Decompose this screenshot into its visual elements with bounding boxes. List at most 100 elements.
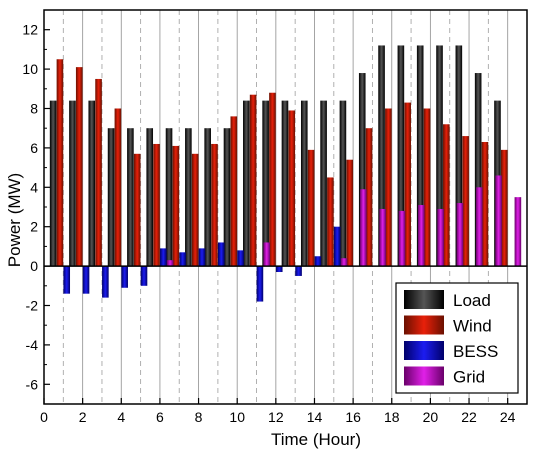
bar-wind	[75, 67, 83, 267]
bar-bess	[102, 266, 109, 298]
bar-grid	[475, 187, 483, 267]
bar-wind	[172, 145, 180, 267]
y-tick-label: -6	[26, 376, 39, 392]
y-tick-label: 4	[30, 179, 38, 195]
bar-wind	[346, 159, 354, 267]
bar-bess	[314, 256, 322, 267]
bar-load	[320, 100, 327, 267]
x-tick-label: 16	[345, 409, 361, 425]
legend-swatch-load	[404, 290, 444, 309]
bar-grid	[166, 260, 174, 267]
bar-load	[455, 45, 463, 267]
x-tick-label: 20	[423, 409, 439, 425]
legend-label-wind: Wind	[453, 317, 492, 336]
bar-load	[223, 128, 231, 267]
bar-wind	[288, 110, 296, 267]
bar-wind	[385, 108, 392, 267]
bar-load	[300, 100, 308, 267]
bar-grid	[398, 210, 406, 267]
bar-grid	[360, 189, 367, 267]
legend-swatch-bess	[404, 341, 444, 360]
bar-wind	[481, 141, 489, 267]
bar-load	[358, 73, 366, 267]
y-tick-label: 6	[30, 140, 38, 156]
y-tick-label: 2	[30, 219, 38, 235]
bar-wind	[365, 128, 373, 267]
bar-bess	[63, 266, 71, 294]
x-tick-label: 24	[500, 409, 516, 425]
x-tick-label: 10	[229, 409, 245, 425]
bar-bess	[179, 252, 186, 267]
x-tick-label: 12	[268, 409, 284, 425]
x-tick-label: 18	[384, 409, 400, 425]
bar-load	[397, 45, 405, 267]
bar-wind	[230, 116, 238, 267]
series-grid	[166, 175, 522, 267]
bar-grid	[495, 175, 502, 267]
bar-bess	[160, 248, 167, 267]
bar-wind	[56, 59, 64, 267]
bar-bess	[295, 266, 302, 276]
bar-grid	[456, 203, 464, 267]
bar-bess	[333, 226, 341, 267]
legend-label-grid: Grid	[453, 368, 485, 387]
bar-grid	[379, 208, 386, 267]
gridlines	[62, 10, 509, 404]
bar-load	[204, 128, 211, 267]
x-tick-label: 6	[156, 409, 164, 425]
legend-swatch-grid	[404, 366, 444, 386]
bar-load	[185, 128, 192, 267]
x-tick-label: 4	[117, 409, 125, 425]
x-axis: 0 2 4 6 8 10 12 14 16 18 20 22 24	[40, 398, 516, 425]
bar-grid	[437, 208, 444, 267]
y-tick-label: 10	[22, 61, 38, 77]
y-tick-label: 0	[30, 258, 38, 274]
bar-load	[127, 128, 134, 267]
bars	[49, 45, 522, 302]
bar-load	[243, 100, 250, 267]
y-tick-label: -4	[26, 337, 39, 353]
bar-grid	[263, 242, 271, 267]
bar-load	[88, 100, 96, 267]
bar-load	[436, 45, 443, 267]
bar-bess	[198, 248, 206, 267]
bar-grid	[340, 258, 348, 267]
bar-bess	[256, 266, 264, 302]
bar-load	[281, 100, 289, 267]
bar-load	[416, 45, 424, 267]
bar-load	[146, 128, 154, 267]
series-bess	[63, 226, 341, 302]
bar-load	[339, 100, 347, 267]
bar-wind	[423, 108, 431, 267]
bar-load	[165, 128, 173, 267]
y-axis-title: Power (MW)	[5, 173, 24, 267]
series-load	[49, 45, 501, 267]
x-tick-label: 2	[79, 409, 87, 425]
bar-wind	[95, 78, 102, 267]
bar-wind	[462, 136, 469, 267]
bar-wind	[404, 102, 411, 267]
bar-load	[69, 100, 76, 267]
bar-wind	[443, 124, 450, 267]
bar-wind	[114, 108, 122, 267]
bar-load	[49, 100, 57, 267]
bar-bess	[217, 242, 225, 267]
bar-load	[107, 128, 115, 267]
y-tick-label: 8	[30, 101, 38, 117]
bar-load	[262, 100, 269, 267]
bar-bess	[121, 266, 128, 288]
bar-bess	[237, 250, 244, 267]
bar-grid	[514, 197, 522, 267]
bar-wind	[191, 153, 199, 267]
bar-wind	[153, 143, 160, 267]
y-tick-label: 12	[22, 22, 38, 38]
legend: Load Wind BESS Grid	[395, 282, 519, 394]
series-wind	[56, 59, 508, 267]
x-tick-label: 0	[40, 409, 48, 425]
bar-wind	[269, 92, 276, 267]
x-axis-title: Time (Hour)	[271, 430, 361, 449]
bar-wind	[500, 149, 508, 267]
bar-load	[474, 73, 482, 267]
bar-wind	[327, 177, 334, 267]
